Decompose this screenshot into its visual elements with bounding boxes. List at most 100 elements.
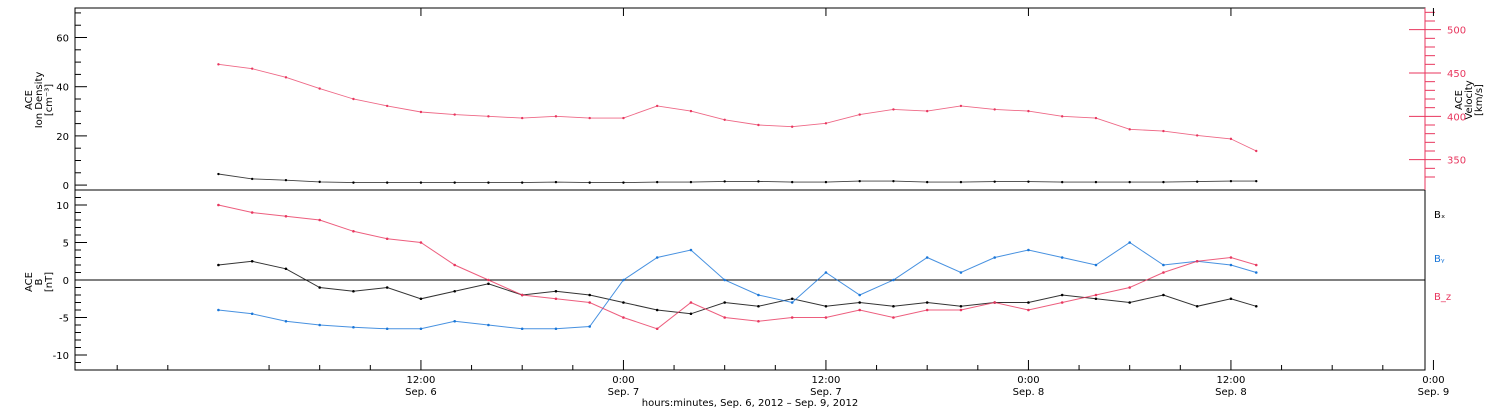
field-point-1 — [1229, 263, 1233, 267]
field-axis-label-line2: B — [34, 278, 45, 285]
field-point-0 — [824, 304, 828, 308]
velocity-point — [993, 108, 996, 111]
field-point-2 — [757, 319, 760, 323]
field-tick-label: 10 — [56, 201, 69, 212]
field-point-0 — [1229, 297, 1233, 301]
x-tick-time: 0:00 — [1017, 375, 1039, 386]
x-tick-day: Sep. 6 — [405, 387, 437, 398]
x-tick-time: 0:00 — [1422, 375, 1444, 386]
density-tick-label: 40 — [56, 83, 69, 94]
density-axis-label-line1: ACE — [24, 90, 35, 110]
velocity-point — [554, 115, 558, 118]
field-series-line-0 — [218, 260, 1257, 315]
velocity-point — [217, 63, 220, 66]
velocity-axis-label-line3: [km/s] — [1474, 84, 1485, 116]
field-point-1 — [1128, 241, 1131, 244]
field-point-0 — [453, 289, 456, 293]
density-point — [925, 180, 929, 184]
field-series-line-1 — [218, 241, 1257, 330]
velocity-point — [1255, 149, 1258, 153]
field-point-1 — [993, 256, 996, 259]
legend-by: Bᵧ — [1434, 254, 1445, 265]
density-point — [385, 181, 389, 184]
velocity-point — [520, 116, 524, 120]
field-point-1 — [1060, 256, 1064, 259]
field-point-2 — [352, 229, 355, 233]
velocity-point — [1094, 116, 1098, 120]
x-tick-time: 12:00 — [407, 375, 436, 386]
field-point-2 — [1027, 308, 1030, 312]
field-point-1 — [622, 278, 625, 282]
velocity-point — [1162, 129, 1165, 133]
field-point-2 — [622, 316, 625, 319]
velocity-point — [757, 123, 760, 127]
field-point-1 — [655, 256, 659, 259]
density-point — [1094, 180, 1098, 184]
field-point-0 — [655, 308, 659, 312]
density-axis-label: ACE Ion Density [cm⁻³] — [24, 72, 55, 129]
field-point-2 — [723, 316, 726, 319]
density-point — [1027, 180, 1030, 183]
field-point-2 — [487, 278, 490, 282]
density-tick-label: 0 — [63, 181, 69, 192]
velocity-tick-label: 400 — [1447, 112, 1466, 123]
field-point-0 — [757, 304, 760, 308]
field-point-2 — [790, 316, 794, 319]
density-tick-label: 60 — [56, 34, 69, 45]
field-point-1 — [318, 323, 321, 327]
field-point-2 — [959, 308, 963, 312]
field-point-2 — [1195, 259, 1199, 263]
field-point-1 — [723, 278, 726, 282]
field-point-0 — [419, 297, 423, 301]
velocity-point — [925, 109, 929, 113]
velocity-axis-label-line2: Velocity — [1464, 80, 1475, 119]
density-point — [318, 180, 321, 184]
field-point-2 — [655, 327, 659, 331]
field-point-0 — [723, 301, 726, 304]
density-point — [993, 180, 996, 183]
density-point — [588, 181, 591, 184]
density-point — [487, 181, 490, 184]
field-point-0 — [1254, 304, 1258, 308]
field-point-1 — [1162, 263, 1165, 267]
legend-bz: B_z — [1434, 292, 1451, 303]
field-axis-label: ACE B [nT] — [24, 272, 55, 292]
field-tick-label: 5 — [63, 239, 69, 250]
field-tick-label: -10 — [53, 351, 69, 362]
velocity-point — [892, 108, 895, 111]
velocity-axis-label: ACE Velocity [km/s] — [1454, 80, 1485, 119]
field-axis-label-line3: [nT] — [44, 272, 55, 292]
field-point-1 — [487, 323, 490, 327]
x-tick-day: Sep. 7 — [608, 387, 640, 398]
field-point-1 — [217, 308, 220, 312]
field-point-0 — [1060, 293, 1064, 297]
density-point — [554, 180, 558, 184]
field-point-1 — [520, 327, 524, 331]
velocity-point — [790, 125, 794, 128]
density-point — [1255, 179, 1258, 183]
density-point — [1128, 180, 1131, 184]
field-point-0 — [1027, 301, 1030, 304]
field-point-2 — [1128, 286, 1131, 289]
field-point-1 — [959, 271, 963, 274]
field-point-2 — [1060, 301, 1064, 304]
field-point-1 — [892, 278, 895, 282]
velocity-point — [858, 113, 861, 116]
velocity-tick-label: 450 — [1447, 69, 1466, 80]
field-tick-label: -5 — [59, 314, 69, 325]
field-point-1 — [689, 248, 693, 252]
velocity-point — [385, 104, 389, 108]
field-point-2 — [318, 218, 321, 222]
field-point-0 — [925, 301, 929, 304]
density-point — [757, 180, 760, 183]
field-point-0 — [554, 289, 558, 293]
velocity-axis-label-line1: ACE — [1454, 90, 1465, 110]
field-point-1 — [284, 319, 288, 323]
field-axis-label-line1: ACE — [24, 272, 35, 292]
field-point-1 — [554, 327, 558, 331]
density-point — [419, 181, 423, 184]
x-tick-day: Sep. 8 — [1013, 387, 1045, 398]
velocity-tick-label: 500 — [1447, 26, 1466, 37]
density-point — [790, 180, 794, 184]
